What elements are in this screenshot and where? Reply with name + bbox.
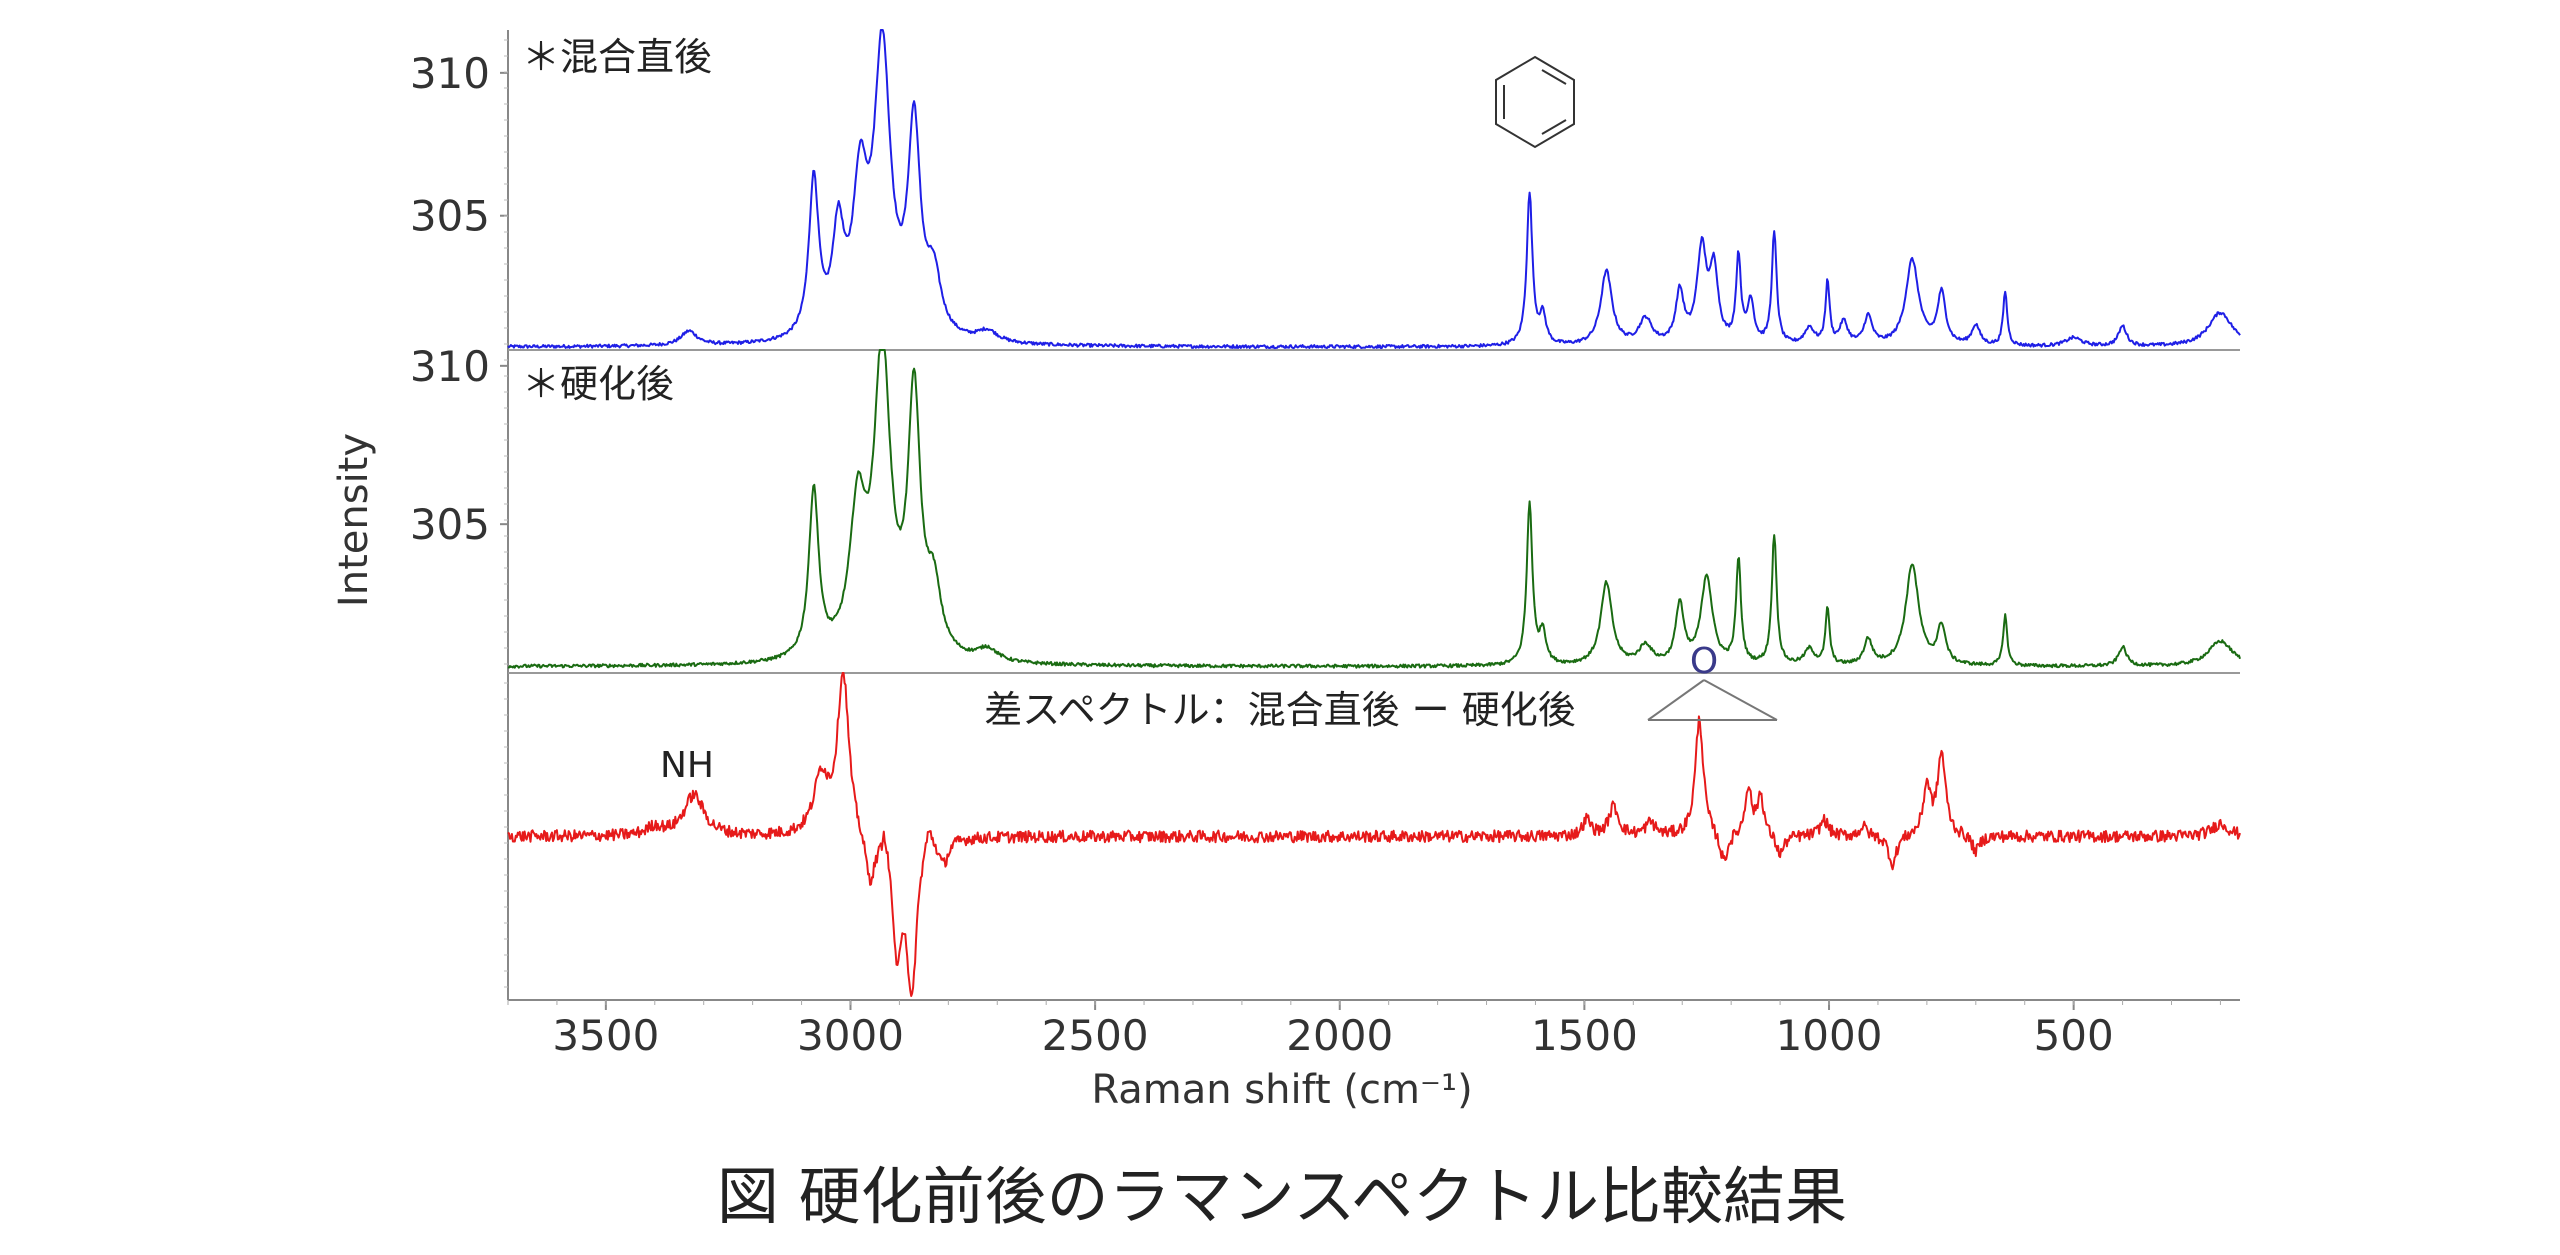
y-tick-label: 305: [410, 500, 490, 549]
figure-caption: 図 硬化前後のラマンスペクトル比較結果: [717, 1160, 1847, 1233]
x-tick-label: 2000: [1286, 1011, 1393, 1060]
spectrum-line-0: [507, 29, 2241, 350]
panel-label-mixed: ＊混合直後: [522, 35, 712, 79]
annotation-nh: NH: [660, 745, 714, 786]
epoxide-ring-icon: [1647, 679, 1778, 721]
x-tick-label: 500: [2034, 1011, 2114, 1060]
spectrum-line-1: [507, 349, 2241, 669]
panel-label-difference: 差スペクトル：混合直後 ー 硬化後: [984, 688, 1576, 732]
y-tick-label: 310: [410, 342, 490, 391]
plot-layer: [507, 29, 2241, 997]
axes-layer: 3500 3000 2500 2000 1500 1000 500 310 305 310 305: [410, 30, 2240, 1060]
label-layer: Intensity Raman shift (cm⁻¹) 図 硬化前後のラマンス…: [331, 35, 1847, 1233]
y-tick-label: 310: [410, 49, 490, 98]
x-tick-label: 1500: [1531, 1011, 1638, 1060]
spectrum-line-2: [507, 672, 2241, 997]
y-axis-title: Intensity: [331, 433, 377, 607]
benzene-ring-icon: [1495, 55, 1575, 149]
x-axis-title: Raman shift (cm⁻¹): [1091, 1067, 1472, 1113]
y-tick-label: 305: [410, 192, 490, 241]
x-tick-label: 2500: [1042, 1011, 1149, 1060]
x-tick-label: 1000: [1776, 1011, 1883, 1060]
x-tick-label: 3500: [552, 1011, 659, 1060]
panel-label-cured: ＊硬化後: [522, 362, 674, 406]
annotation-oxygen: O: [1690, 641, 1718, 682]
x-tick-label: 3000: [797, 1011, 904, 1060]
